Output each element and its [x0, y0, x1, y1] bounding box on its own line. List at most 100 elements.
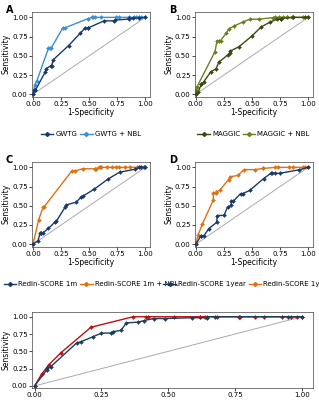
GWTG + NBL [114, 15, 118, 20]
Redin-SCORE 1year [241, 191, 245, 196]
Line: Redin-SCORE 1y + NBL: Redin-SCORE 1y + NBL [194, 166, 309, 246]
GWTG [86, 26, 90, 30]
BCN Bio-HF + NBL [146, 314, 150, 319]
GWTG + NBL [90, 15, 93, 20]
MAGGIC + NBL [301, 15, 305, 20]
Line: MAGGIC: MAGGIC [194, 16, 309, 96]
Redin-SCORE 1y + NBL [287, 165, 291, 170]
MAGGIC [209, 70, 213, 74]
Redin-SCORE 1m + NBL [70, 168, 74, 173]
GWTG [127, 16, 131, 21]
MAGGIC + NBL [278, 15, 281, 20]
MAGGIC [202, 80, 205, 84]
Redin-SCORE 1y + NBL [194, 242, 198, 247]
Line: GWTG + NBL: GWTG + NBL [32, 16, 147, 96]
Line: Redin-SCORE 1year: Redin-SCORE 1year [194, 166, 309, 246]
BCN Bio-HF [91, 334, 95, 339]
Redin-SCORE 1y + NBL [211, 198, 215, 202]
MAGGIC [249, 34, 253, 39]
MAGGIC [291, 15, 295, 20]
Redin-SCORE 1y + NBL [214, 189, 218, 194]
Redin-SCORE 1m + NBL [138, 165, 142, 170]
MAGGIC + NBL [273, 15, 277, 20]
MAGGIC [303, 15, 307, 20]
BCN Bio-HF + NBL [295, 314, 299, 319]
MAGGIC + NBL [257, 17, 261, 22]
BCN Bio-HF + NBL [238, 314, 242, 319]
GWTG + NBL [31, 92, 35, 97]
Redin-SCORE 1m + NBL [41, 204, 45, 209]
Redin-SCORE 1m + NBL [98, 165, 102, 170]
BCN Bio-HF + NBL [172, 314, 176, 319]
GWTG + NBL [137, 15, 141, 20]
MAGGIC [237, 44, 241, 49]
MAGGIC [279, 16, 283, 21]
BCN Bio-HF + NBL [253, 314, 256, 319]
Redin-SCORE 1m + NBL [97, 165, 101, 170]
BCN Bio-HF + NBL [198, 314, 202, 319]
BCN Bio-HF [286, 314, 290, 319]
BCN Bio-HF [75, 340, 79, 345]
BCN Bio-HF [142, 318, 146, 323]
Legend: Redin-SCORE 1m, Redin-SCORE 1m + NBL: Redin-SCORE 1m, Redin-SCORE 1m + NBL [4, 281, 178, 287]
BCN Bio-HF [163, 316, 167, 321]
Legend: MAGGIC, MAGGIC + NBL: MAGGIC, MAGGIC + NBL [197, 131, 310, 137]
Redin-SCORE 1year [269, 171, 273, 176]
MAGGIC + NBL [224, 31, 228, 36]
MAGGIC + NBL [195, 87, 198, 92]
Redin-SCORE 1y + NBL [291, 165, 295, 170]
BCN Bio-HF [300, 314, 304, 319]
GWTG + NBL [85, 16, 89, 21]
Redin-SCORE 1m + NBL [117, 165, 121, 170]
Redin-SCORE 1m [47, 226, 50, 231]
BCN Bio-HF [205, 315, 209, 320]
Redin-SCORE 1year [199, 234, 203, 239]
GWTG + NBL [35, 79, 39, 84]
GWTG [33, 88, 36, 93]
Redin-SCORE 1m [63, 205, 67, 210]
BCN Bio-HF [109, 331, 113, 336]
GWTG + NBL [134, 15, 138, 20]
Redin-SCORE 1year [278, 171, 281, 176]
MAGGIC [214, 66, 218, 71]
Redin-SCORE 1m [81, 194, 85, 198]
Line: BCN Bio-HF + NBL: BCN Bio-HF + NBL [33, 315, 303, 387]
BCN Bio-HF + NBL [300, 314, 304, 319]
Redin-SCORE 1y + NBL [236, 173, 240, 178]
MAGGIC [228, 48, 232, 53]
Redin-SCORE 1m [74, 200, 78, 204]
GWTG [44, 66, 48, 71]
Redin-SCORE 1m [64, 202, 68, 207]
GWTG + NBL [33, 83, 37, 88]
GWTG [49, 63, 53, 68]
Redin-SCORE 1year [215, 220, 219, 225]
Line: Redin-SCORE 1m: Redin-SCORE 1m [32, 166, 147, 246]
MAGGIC + NBL [215, 38, 219, 43]
X-axis label: 1-Specificity: 1-Specificity [67, 258, 115, 267]
Redin-SCORE 1m [36, 238, 40, 243]
GWTG [31, 92, 35, 97]
BCN Bio-HF + NBL [89, 325, 93, 330]
BCN Bio-HF [205, 314, 209, 319]
Redin-SCORE 1m + NBL [42, 204, 46, 209]
Redin-SCORE 1year [239, 191, 242, 196]
BCN Bio-HF + NBL [198, 314, 202, 319]
Line: Redin-SCORE 1m + NBL: Redin-SCORE 1m + NBL [32, 166, 147, 246]
Redin-SCORE 1m + NBL [37, 217, 41, 222]
Line: GWTG: GWTG [32, 16, 147, 96]
MAGGIC + NBL [227, 26, 231, 31]
Y-axis label: Sensitivity: Sensitivity [2, 184, 11, 224]
GWTG [131, 16, 135, 21]
X-axis label: 1-Specificity: 1-Specificity [230, 108, 277, 117]
Redin-SCORE 1y + NBL [253, 167, 257, 172]
BCN Bio-HF + NBL [144, 314, 148, 319]
BCN Bio-HF [124, 320, 128, 325]
BCN Bio-HF + NBL [33, 384, 36, 388]
BCN Bio-HF [190, 315, 194, 320]
Redin-SCORE 1year [270, 171, 274, 176]
Redin-SCORE 1year [231, 199, 235, 204]
Redin-SCORE 1m [144, 165, 147, 170]
Redin-SCORE 1m [38, 231, 42, 236]
Redin-SCORE 1y + NBL [273, 165, 277, 170]
Text: A: A [6, 5, 13, 15]
